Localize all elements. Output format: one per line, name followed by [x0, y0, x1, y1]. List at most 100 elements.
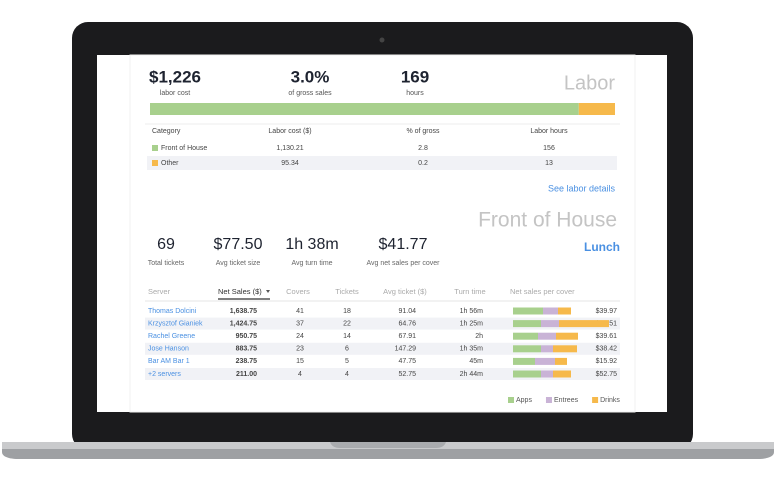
- row-shade: [145, 368, 620, 380]
- labor-hours: 156: [543, 145, 555, 152]
- kpi-label: Total tickets: [148, 260, 185, 267]
- cell: $15.92: [596, 358, 618, 365]
- sort-icon[interactable]: [266, 290, 270, 293]
- cell: 24: [296, 333, 304, 340]
- cell: 950.75: [236, 333, 258, 340]
- cell: 1,424.75: [230, 320, 257, 327]
- column-header: % of gross: [406, 128, 440, 135]
- column-header[interactable]: Net Sales ($): [218, 287, 262, 296]
- legend-swatch: [508, 397, 514, 403]
- kpi-value: 169: [401, 67, 429, 86]
- mix-segment: [513, 307, 543, 315]
- cell: 14: [343, 333, 351, 340]
- notch: [330, 442, 446, 448]
- link[interactable]: See labor details: [548, 183, 616, 193]
- mix-segment: [513, 357, 535, 365]
- server-name[interactable]: Krzysztof Gianiek: [148, 320, 203, 327]
- labor-cost: 95.34: [281, 160, 299, 167]
- mix-segment: [535, 357, 555, 365]
- cell: 1h 56m: [460, 308, 484, 315]
- cell: 147.29: [395, 346, 417, 353]
- mix-segment: [513, 370, 541, 378]
- legend-label: Apps: [516, 397, 532, 404]
- cell: 64.76: [398, 320, 416, 327]
- mix-segment: [555, 357, 567, 365]
- cell: 47.75: [398, 358, 416, 365]
- mix-segment: [541, 370, 553, 378]
- server-name[interactable]: Rachel Greene: [148, 333, 195, 340]
- row-shade: [145, 342, 620, 355]
- kpi-label: labor cost: [160, 90, 190, 97]
- column-header: Category: [152, 128, 181, 135]
- cell: $52.75: [596, 371, 618, 378]
- cell: 1h 25m: [460, 320, 484, 327]
- column-header: Labor hours: [530, 128, 568, 135]
- mix-segment: [553, 370, 571, 378]
- labor-cost: 1,130.21: [276, 145, 303, 152]
- kpi-value: $1,226: [149, 67, 201, 86]
- period[interactable]: Lunch: [584, 240, 620, 254]
- row-shade: [147, 156, 617, 170]
- legend-label: Drinks: [600, 397, 620, 404]
- cell: 5: [345, 358, 349, 365]
- mix-segment: [543, 307, 558, 315]
- cell: 18: [343, 308, 351, 315]
- mix-segment: [541, 320, 559, 328]
- cell: $39.97: [596, 308, 618, 315]
- column-header[interactable]: Covers: [286, 287, 310, 296]
- cell: 1h 35m: [460, 346, 484, 353]
- kpi-value: $77.50: [214, 236, 263, 253]
- server-name[interactable]: Thomas Dolcini: [148, 308, 197, 315]
- category-swatch: [152, 145, 158, 151]
- cell: $38.42: [596, 346, 618, 353]
- cell: 1,638.75: [230, 308, 257, 315]
- kpi-value: 69: [157, 236, 175, 253]
- cell: 22: [343, 320, 351, 327]
- cell: 238.75: [236, 358, 258, 365]
- kpi-value: 3.0%: [291, 67, 330, 86]
- kpi-label: of gross sales: [288, 90, 332, 97]
- mix-segment: [538, 332, 556, 340]
- labor-bar-segment: [578, 103, 615, 115]
- legend-swatch: [545, 397, 552, 403]
- mix-segment: [513, 320, 541, 328]
- category: Front of House: [161, 145, 207, 152]
- cell: 4: [298, 371, 302, 378]
- column-header[interactable]: Avg ticket ($): [383, 287, 427, 296]
- cell: 883.75: [236, 346, 258, 353]
- server-name[interactable]: Jose Hanson: [148, 346, 189, 353]
- pct-gross: 2.8: [418, 145, 428, 152]
- row-shade: [145, 317, 620, 330]
- mix-segment: [541, 345, 553, 353]
- server-name[interactable]: +2 servers: [148, 371, 181, 378]
- column-header: Labor cost ($): [268, 128, 311, 135]
- labor-bar-segment: [150, 103, 579, 115]
- cell: 15: [296, 358, 304, 365]
- cell: 23: [296, 346, 304, 353]
- labor-hours: 13: [545, 160, 553, 167]
- base-edge: [2, 449, 774, 459]
- cell: 211.00: [236, 371, 257, 378]
- column-header[interactable]: Tickets: [335, 287, 359, 296]
- cell: 2h: [475, 333, 483, 340]
- cell: 41: [296, 308, 304, 315]
- cell: 91.04: [398, 308, 416, 315]
- column-header[interactable]: Turn time: [454, 287, 485, 296]
- kpi-label: hours: [406, 90, 424, 97]
- category: Other: [161, 160, 179, 167]
- mix-segment: [559, 320, 609, 328]
- cell: 52.75: [398, 371, 416, 378]
- mix-segment: [513, 332, 538, 340]
- cell: 2h 44m: [460, 371, 484, 378]
- kpi-value: 1h 38m: [285, 236, 338, 253]
- kpi-label: Avg turn time: [291, 260, 332, 267]
- server-name[interactable]: Bar AM Bar 1: [148, 358, 190, 365]
- kpi-label: Avg ticket size: [216, 260, 261, 267]
- camera: [379, 37, 385, 43]
- cell: 6: [345, 346, 349, 353]
- column-header[interactable]: Net sales per cover: [510, 287, 575, 296]
- mix-segment: [556, 332, 578, 340]
- column-header: Server: [148, 287, 171, 296]
